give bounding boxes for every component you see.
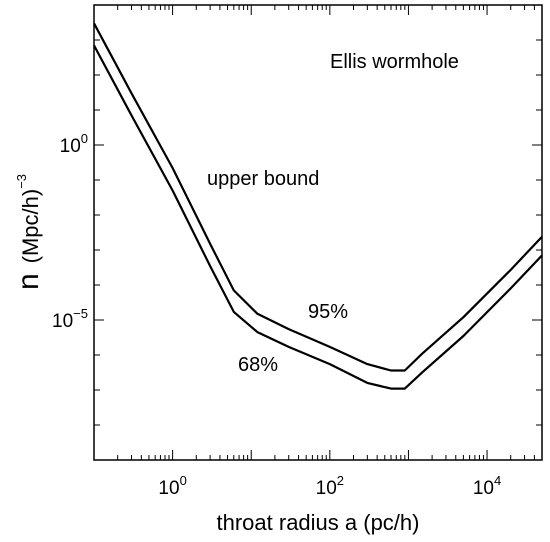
annotation-95-percent: 95% <box>308 301 348 323</box>
y-tick-label: 10−5 <box>52 306 88 332</box>
x-tick-label: 102 <box>316 473 344 499</box>
series-line-68-percent <box>93 44 543 390</box>
annotation-upper-bound: upper bound <box>207 168 319 190</box>
y-axis-label-main: n <box>12 273 45 290</box>
annotation-68-percent: 68% <box>238 354 278 376</box>
x-tick-label: 100 <box>158 473 186 499</box>
series-line-95-percent <box>93 22 543 372</box>
plot-frame <box>93 4 543 461</box>
y-tick-label: 100 <box>60 131 88 157</box>
x-axis-label: throat radius a (pc/h) <box>217 510 420 535</box>
ticks <box>93 4 543 461</box>
y-axis-label: n (Mpc/h)−3 <box>12 174 45 290</box>
series-lines <box>93 22 543 390</box>
svg-text:n(Mpc/h)−3: n (Mpc/h)−3 <box>12 174 45 290</box>
tick-labels: 100 102 104 100 10−5 <box>52 131 501 499</box>
x-tick-label: 104 <box>473 473 501 499</box>
annotation-ellis-wormhole: Ellis wormhole <box>330 51 459 73</box>
y-axis-label-exponent: −3 <box>14 174 29 189</box>
y-axis-label-unit: (Mpc/h) <box>18 189 43 264</box>
